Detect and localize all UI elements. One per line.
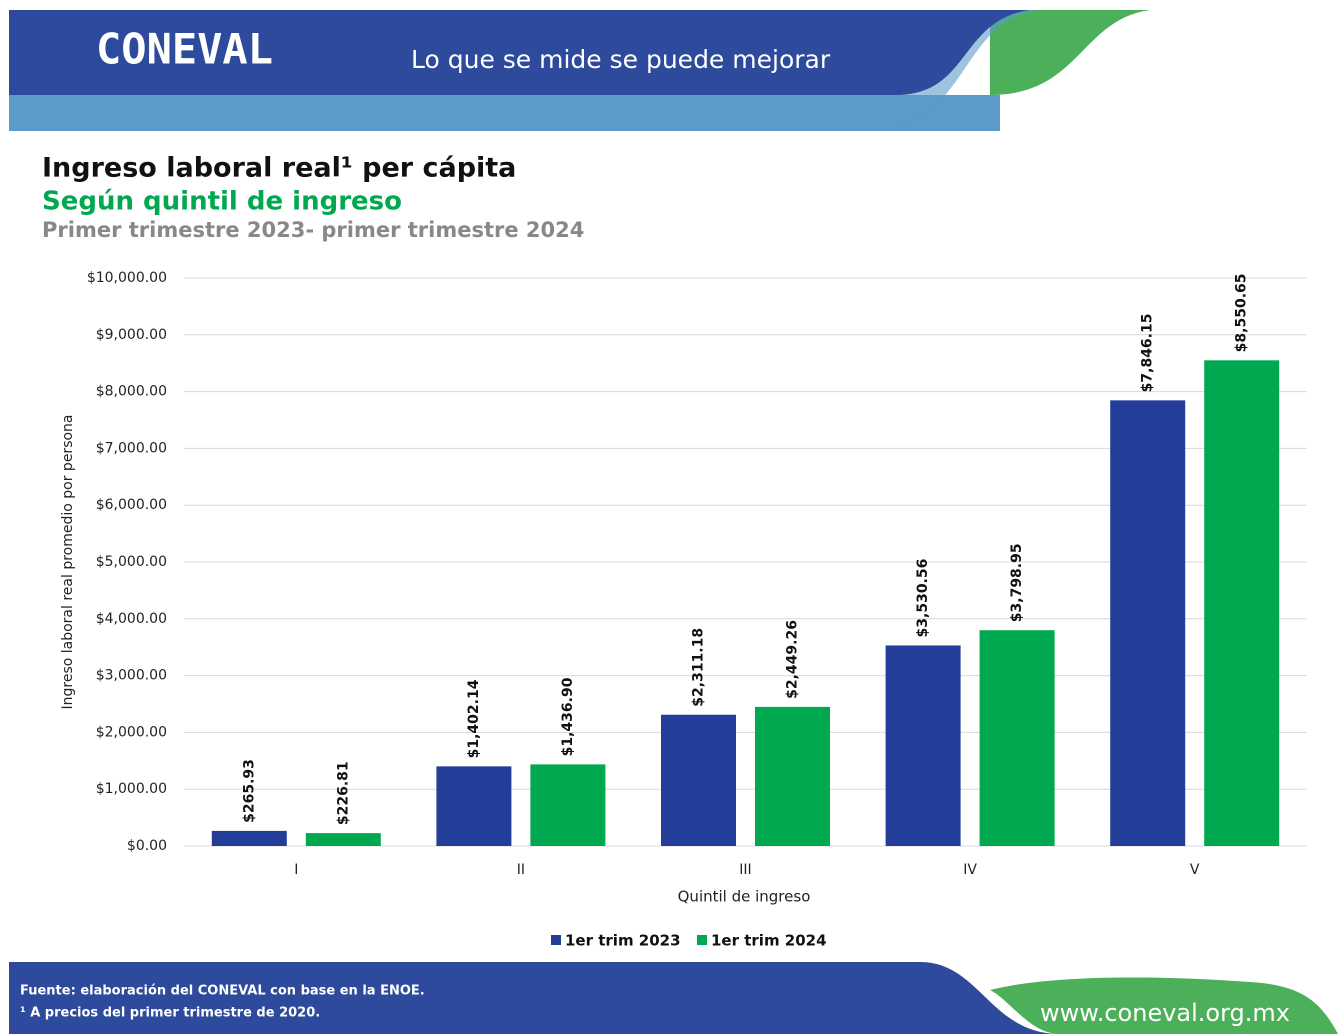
chart-title: Ingreso laboral real¹ per cápita [42,153,516,184]
value-label: $226.81 [335,761,351,825]
bar [1110,400,1186,846]
footer-url: www.coneval.org.mx [1040,999,1290,1027]
bar [305,833,381,846]
y-tick-label: $8,000.00 [96,384,167,400]
bar [530,764,606,846]
value-label: $1,402.14 [466,679,482,758]
x-tick-label: II [517,862,525,878]
footer-note: ¹ A precios del primer trimestre de 2020… [20,1006,320,1021]
y-tick-label: $3,000.00 [96,668,167,684]
x-tick-label: IV [963,862,977,878]
y-tick-label: $1,000.00 [96,781,167,797]
bar [755,706,830,846]
value-label: $7,846.15 [1140,314,1156,393]
x-tick-label: III [739,862,751,878]
footer-source: Fuente: elaboración del CONEVAL con base… [20,984,425,999]
legend-swatch [551,935,561,945]
value-label: $3,798.95 [1009,543,1025,622]
bar [436,766,512,846]
footer-band [9,962,1060,1034]
chart-subtitle: Según quintil de ingreso [42,187,402,217]
y-tick-label: $6,000.00 [96,497,167,513]
y-tick-label: $9,000.00 [96,327,167,343]
tagline: Lo que se mide se puede mejorar [411,45,831,74]
bar [211,830,287,846]
y-tick-label: $7,000.00 [96,440,167,456]
chart-period: Primer trimestre 2023- primer trimestre … [42,218,584,242]
y-tick-label: $0.00 [127,838,167,854]
y-tick-label: $5,000.00 [96,554,167,570]
value-label: $2,311.18 [691,628,707,707]
header-swoosh [990,10,1150,95]
footer-swoosh [990,977,1338,1034]
header-band [9,10,1030,95]
x-tick-label: I [294,862,298,878]
x-tick-label: V [1190,862,1200,878]
value-label: $1,436.90 [560,677,576,756]
legend-label: 1er trim 2024 [711,932,827,950]
bar [661,714,736,846]
value-label: $3,530.56 [915,559,931,638]
y-tick-label: $10,000.00 [87,270,167,286]
value-label: $2,449.26 [785,620,801,699]
value-label: $265.93 [241,759,257,823]
bar [1204,360,1280,846]
bar [885,645,961,846]
y-tick-label: $2,000.00 [96,724,167,740]
y-tick-label: $4,000.00 [96,611,167,627]
x-axis-title: Quintil de ingreso [678,888,811,906]
legend-label: 1er trim 2023 [565,932,681,950]
value-label: $8,550.65 [1234,273,1250,352]
y-axis-title: Ingreso laboral real promedio por person… [60,414,76,709]
legend-swatch [697,935,707,945]
logo: CONEVAL [96,25,273,74]
bar [979,630,1055,846]
